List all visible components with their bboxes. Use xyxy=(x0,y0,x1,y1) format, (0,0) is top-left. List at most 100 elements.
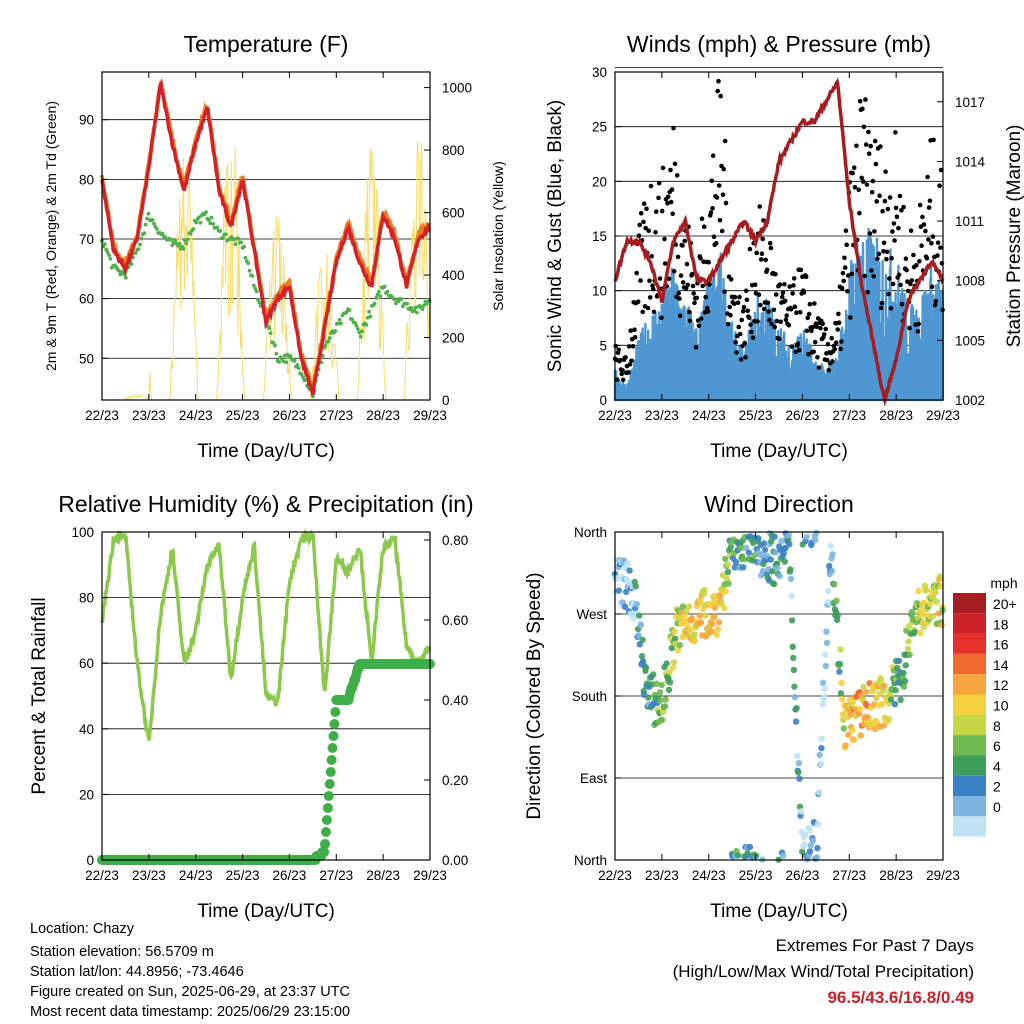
gust-point xyxy=(888,306,894,311)
direction-point xyxy=(621,603,629,611)
gust-point xyxy=(830,359,835,364)
direction-point xyxy=(905,638,912,645)
direction-point xyxy=(824,587,832,595)
gust-point xyxy=(670,211,675,217)
dewpoint-point xyxy=(358,334,363,339)
direction-point xyxy=(922,586,930,594)
gust-point xyxy=(925,174,930,180)
y-tick-label: 40 xyxy=(79,722,94,737)
direction-point xyxy=(660,708,667,715)
dewpoint-point xyxy=(209,215,214,220)
gust-point xyxy=(937,183,942,188)
gust-point xyxy=(735,300,741,306)
gust-point xyxy=(804,328,810,334)
direction-point xyxy=(666,668,673,676)
dewpoint-point xyxy=(382,284,387,289)
gust-point xyxy=(672,161,678,167)
direction-point xyxy=(778,537,785,545)
dewpoint-point xyxy=(354,323,359,328)
x-tick-label: 28/23 xyxy=(879,408,913,423)
gust-point xyxy=(763,257,768,263)
gust-point xyxy=(738,357,744,362)
dewpoint-point xyxy=(267,326,272,331)
gust-point xyxy=(885,206,891,212)
x-tick-label: 25/23 xyxy=(739,408,773,423)
insolation-line xyxy=(101,141,431,401)
gust-point xyxy=(793,349,798,355)
temperature-panel: Temperature (F) 2m & 9m T (Red, Orange) … xyxy=(43,31,506,462)
legend-label: 4 xyxy=(993,758,1001,774)
gust-point xyxy=(680,243,685,248)
legend-label: 0 xyxy=(993,799,1001,815)
gust-point xyxy=(786,322,792,328)
gust-point xyxy=(614,377,620,382)
direction-point xyxy=(792,718,800,725)
dewpoint-point xyxy=(146,211,151,216)
direction-point xyxy=(833,597,840,604)
direction-point xyxy=(627,610,634,617)
direction-point xyxy=(857,705,864,713)
gust-point xyxy=(842,265,848,270)
direction-point xyxy=(776,572,783,580)
gust-point xyxy=(692,300,697,306)
dewpoint-point xyxy=(323,343,328,348)
gust-point xyxy=(722,289,727,295)
y2-tick-label: 0.60 xyxy=(442,613,468,628)
gust-point xyxy=(709,178,714,184)
gust-point xyxy=(812,301,817,306)
x-tick-label: 26/23 xyxy=(786,408,820,423)
dewpoint-point xyxy=(374,296,378,300)
dewpoint-point xyxy=(236,236,241,241)
dewpoint-point xyxy=(360,329,364,334)
gust-point xyxy=(644,206,649,212)
gust-point xyxy=(717,217,723,223)
gust-point xyxy=(744,297,750,303)
x-tick-label: 26/23 xyxy=(273,408,307,423)
gust-point xyxy=(938,245,943,250)
dewpoint-point xyxy=(136,247,141,252)
direction-point xyxy=(806,827,813,834)
gust-point xyxy=(881,249,886,254)
direction-point xyxy=(713,631,720,639)
gust-point xyxy=(782,282,787,287)
direction-point xyxy=(670,659,678,666)
direction-point xyxy=(767,556,774,563)
gust-point xyxy=(769,321,774,327)
gust-point xyxy=(659,208,665,214)
speed-color-legend: mph 20+ 18 16 14 12 10 8 6 4 2 0 xyxy=(953,575,1018,837)
dewpoint-point xyxy=(208,221,213,226)
gust-point xyxy=(677,296,682,301)
gust-point xyxy=(924,255,930,261)
direction-point xyxy=(814,821,822,828)
gust-point xyxy=(841,278,846,284)
direction-point xyxy=(697,619,705,626)
gust-point xyxy=(860,106,865,112)
direction-point xyxy=(734,852,742,859)
direction-point xyxy=(908,608,916,616)
gust-point xyxy=(687,318,693,324)
x-tick-label: 24/23 xyxy=(692,408,726,423)
legend-label: 14 xyxy=(993,657,1009,673)
precip-point xyxy=(325,767,336,777)
precip-point xyxy=(326,755,337,765)
x-tick-label: 29/23 xyxy=(926,408,960,423)
direction-point xyxy=(697,598,704,605)
gust-point xyxy=(791,283,796,288)
x-tick-label: 26/23 xyxy=(273,868,307,883)
footer-location: Location: Chazy xyxy=(30,921,134,937)
dewpoint-point xyxy=(257,300,262,305)
gust-point xyxy=(894,214,900,220)
x-tick-label: 28/23 xyxy=(366,408,400,423)
gust-point xyxy=(743,355,748,360)
dewpoint-point xyxy=(239,240,244,245)
y-tick-label: 30 xyxy=(592,65,607,80)
gust-point xyxy=(649,253,654,259)
direction-point xyxy=(836,660,844,668)
humidity-plot-frame xyxy=(101,531,431,861)
gust-point xyxy=(908,228,914,233)
gust-point xyxy=(867,231,873,236)
gust-point xyxy=(727,304,732,310)
gust-point xyxy=(923,228,928,234)
gust-point xyxy=(887,195,893,200)
